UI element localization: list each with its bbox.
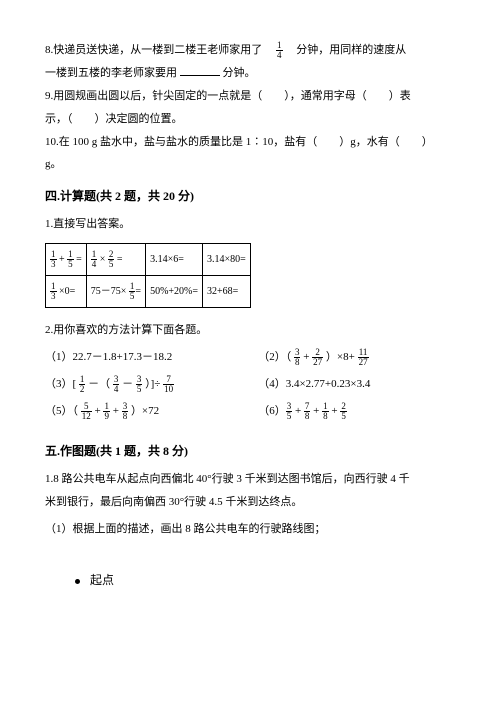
cell-r1c3: 3.14×6=	[146, 244, 203, 276]
problem-3: （3）[ 12 －（ 34 － 35 ）]÷ 710	[45, 374, 242, 395]
question-9-line1: 9.用圆规画出圆以后，针尖固定的一点就是（ ），通常用字母（ ）表	[45, 86, 455, 107]
cell-r1c1: 13 + 15 =	[46, 244, 87, 276]
section-5-title: 五.作图题(共 1 题，共 8 分)	[45, 440, 455, 463]
problem-row-2: （3）[ 12 －（ 34 － 35 ）]÷ 710 （4）3.4×2.77+0…	[45, 374, 455, 395]
q8-text-b: 分钟，用同样的速度从	[285, 44, 406, 56]
blank-fill	[180, 63, 220, 76]
question-10-line2: g。	[45, 154, 455, 175]
section-4-q1: 1.直接写出答案。	[45, 214, 455, 235]
cell-r1c4: 3.14×80=	[203, 244, 251, 276]
q8-fraction: 14	[276, 41, 283, 60]
question-8: 8.快递员送快递，从一楼到二楼王老师家用了 14 分钟，用同样的速度从	[45, 40, 455, 61]
section-5-q1a: 1.8 路公共电车从起点向西偏北 40°行驶 3 千米到达图书馆后，向西行驶 4…	[45, 469, 455, 490]
section-5-q1b: 米到银行，最后向南偏西 30°行驶 4.5 千米到达终点。	[45, 492, 455, 513]
cell-r2c2: 75－75× 15=	[86, 276, 145, 308]
section-5-q1c: （1）根据上面的描述，画出 8 路公共电车的行驶路线图；	[45, 519, 455, 540]
section-4-q2: 2.用你喜欢的方法计算下面各题。	[45, 320, 455, 341]
question-8-line2: 一楼到五楼的李老师家要用 分钟。	[45, 63, 455, 84]
origin-point: 起点	[75, 569, 455, 592]
problem-row-3: （5）（ 512 + 19 + 38 ）×72 （6）35 + 78 + 18 …	[45, 401, 455, 422]
problem-6: （6）35 + 78 + 18 + 25	[258, 401, 455, 422]
q8-text-d: 分钟。	[223, 67, 256, 79]
question-9-line2: 示，（ ）决定圆的位置。	[45, 109, 455, 130]
problem-1: （1）22.7－1.8+17.3－18.2	[45, 347, 242, 368]
section-4-title: 四.计算题(共 2 题，共 20 分)	[45, 185, 455, 208]
calc-table: 13 + 15 = 14 × 25 = 3.14×6= 3.14×80= 13 …	[45, 243, 251, 308]
problem-2: （2）（ 38 + 227 ）×8+ 1127	[258, 347, 455, 368]
q8-text-c: 一楼到五楼的李老师家要用	[45, 67, 177, 79]
table-row: 13 + 15 = 14 × 25 = 3.14×6= 3.14×80=	[46, 244, 251, 276]
table-row: 13 ×0= 75－75× 15= 50%+20%= 32+68=	[46, 276, 251, 308]
cell-r2c4: 32+68=	[203, 276, 251, 308]
q8-text-a: 8.快递员送快递，从一楼到二楼王老师家用了	[45, 44, 273, 56]
problem-row-1: （1）22.7－1.8+17.3－18.2 （2）（ 38 + 227 ）×8+…	[45, 347, 455, 368]
cell-r2c3: 50%+20%=	[146, 276, 203, 308]
dot-icon	[75, 579, 80, 584]
question-10-line1: 10.在 100 g 盐水中，盐与盐水的质量比是 1∶10，盐有（ ）g，水有（…	[45, 132, 455, 153]
cell-r1c2: 14 × 25 =	[86, 244, 145, 276]
cell-r2c1: 13 ×0=	[46, 276, 87, 308]
problem-5: （5）（ 512 + 19 + 38 ）×72	[45, 401, 242, 422]
origin-text: 起点	[90, 573, 114, 587]
problem-4: （4）3.4×2.77+0.23×3.4	[258, 374, 455, 395]
